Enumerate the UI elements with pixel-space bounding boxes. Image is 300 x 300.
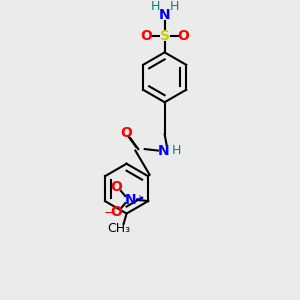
- Text: H: H: [172, 144, 181, 157]
- Text: H: H: [151, 0, 160, 13]
- Text: H: H: [169, 0, 179, 13]
- Text: O: O: [110, 180, 122, 194]
- Text: N: N: [125, 193, 136, 207]
- Text: CH₃: CH₃: [108, 222, 131, 235]
- Text: N: N: [159, 8, 170, 22]
- Text: N: N: [158, 144, 169, 158]
- Text: S: S: [160, 29, 170, 43]
- Text: +: +: [135, 194, 143, 204]
- Text: O: O: [110, 205, 122, 219]
- Text: −: −: [104, 207, 114, 220]
- Text: O: O: [120, 126, 132, 140]
- Text: O: O: [140, 29, 152, 43]
- Text: O: O: [177, 29, 189, 43]
